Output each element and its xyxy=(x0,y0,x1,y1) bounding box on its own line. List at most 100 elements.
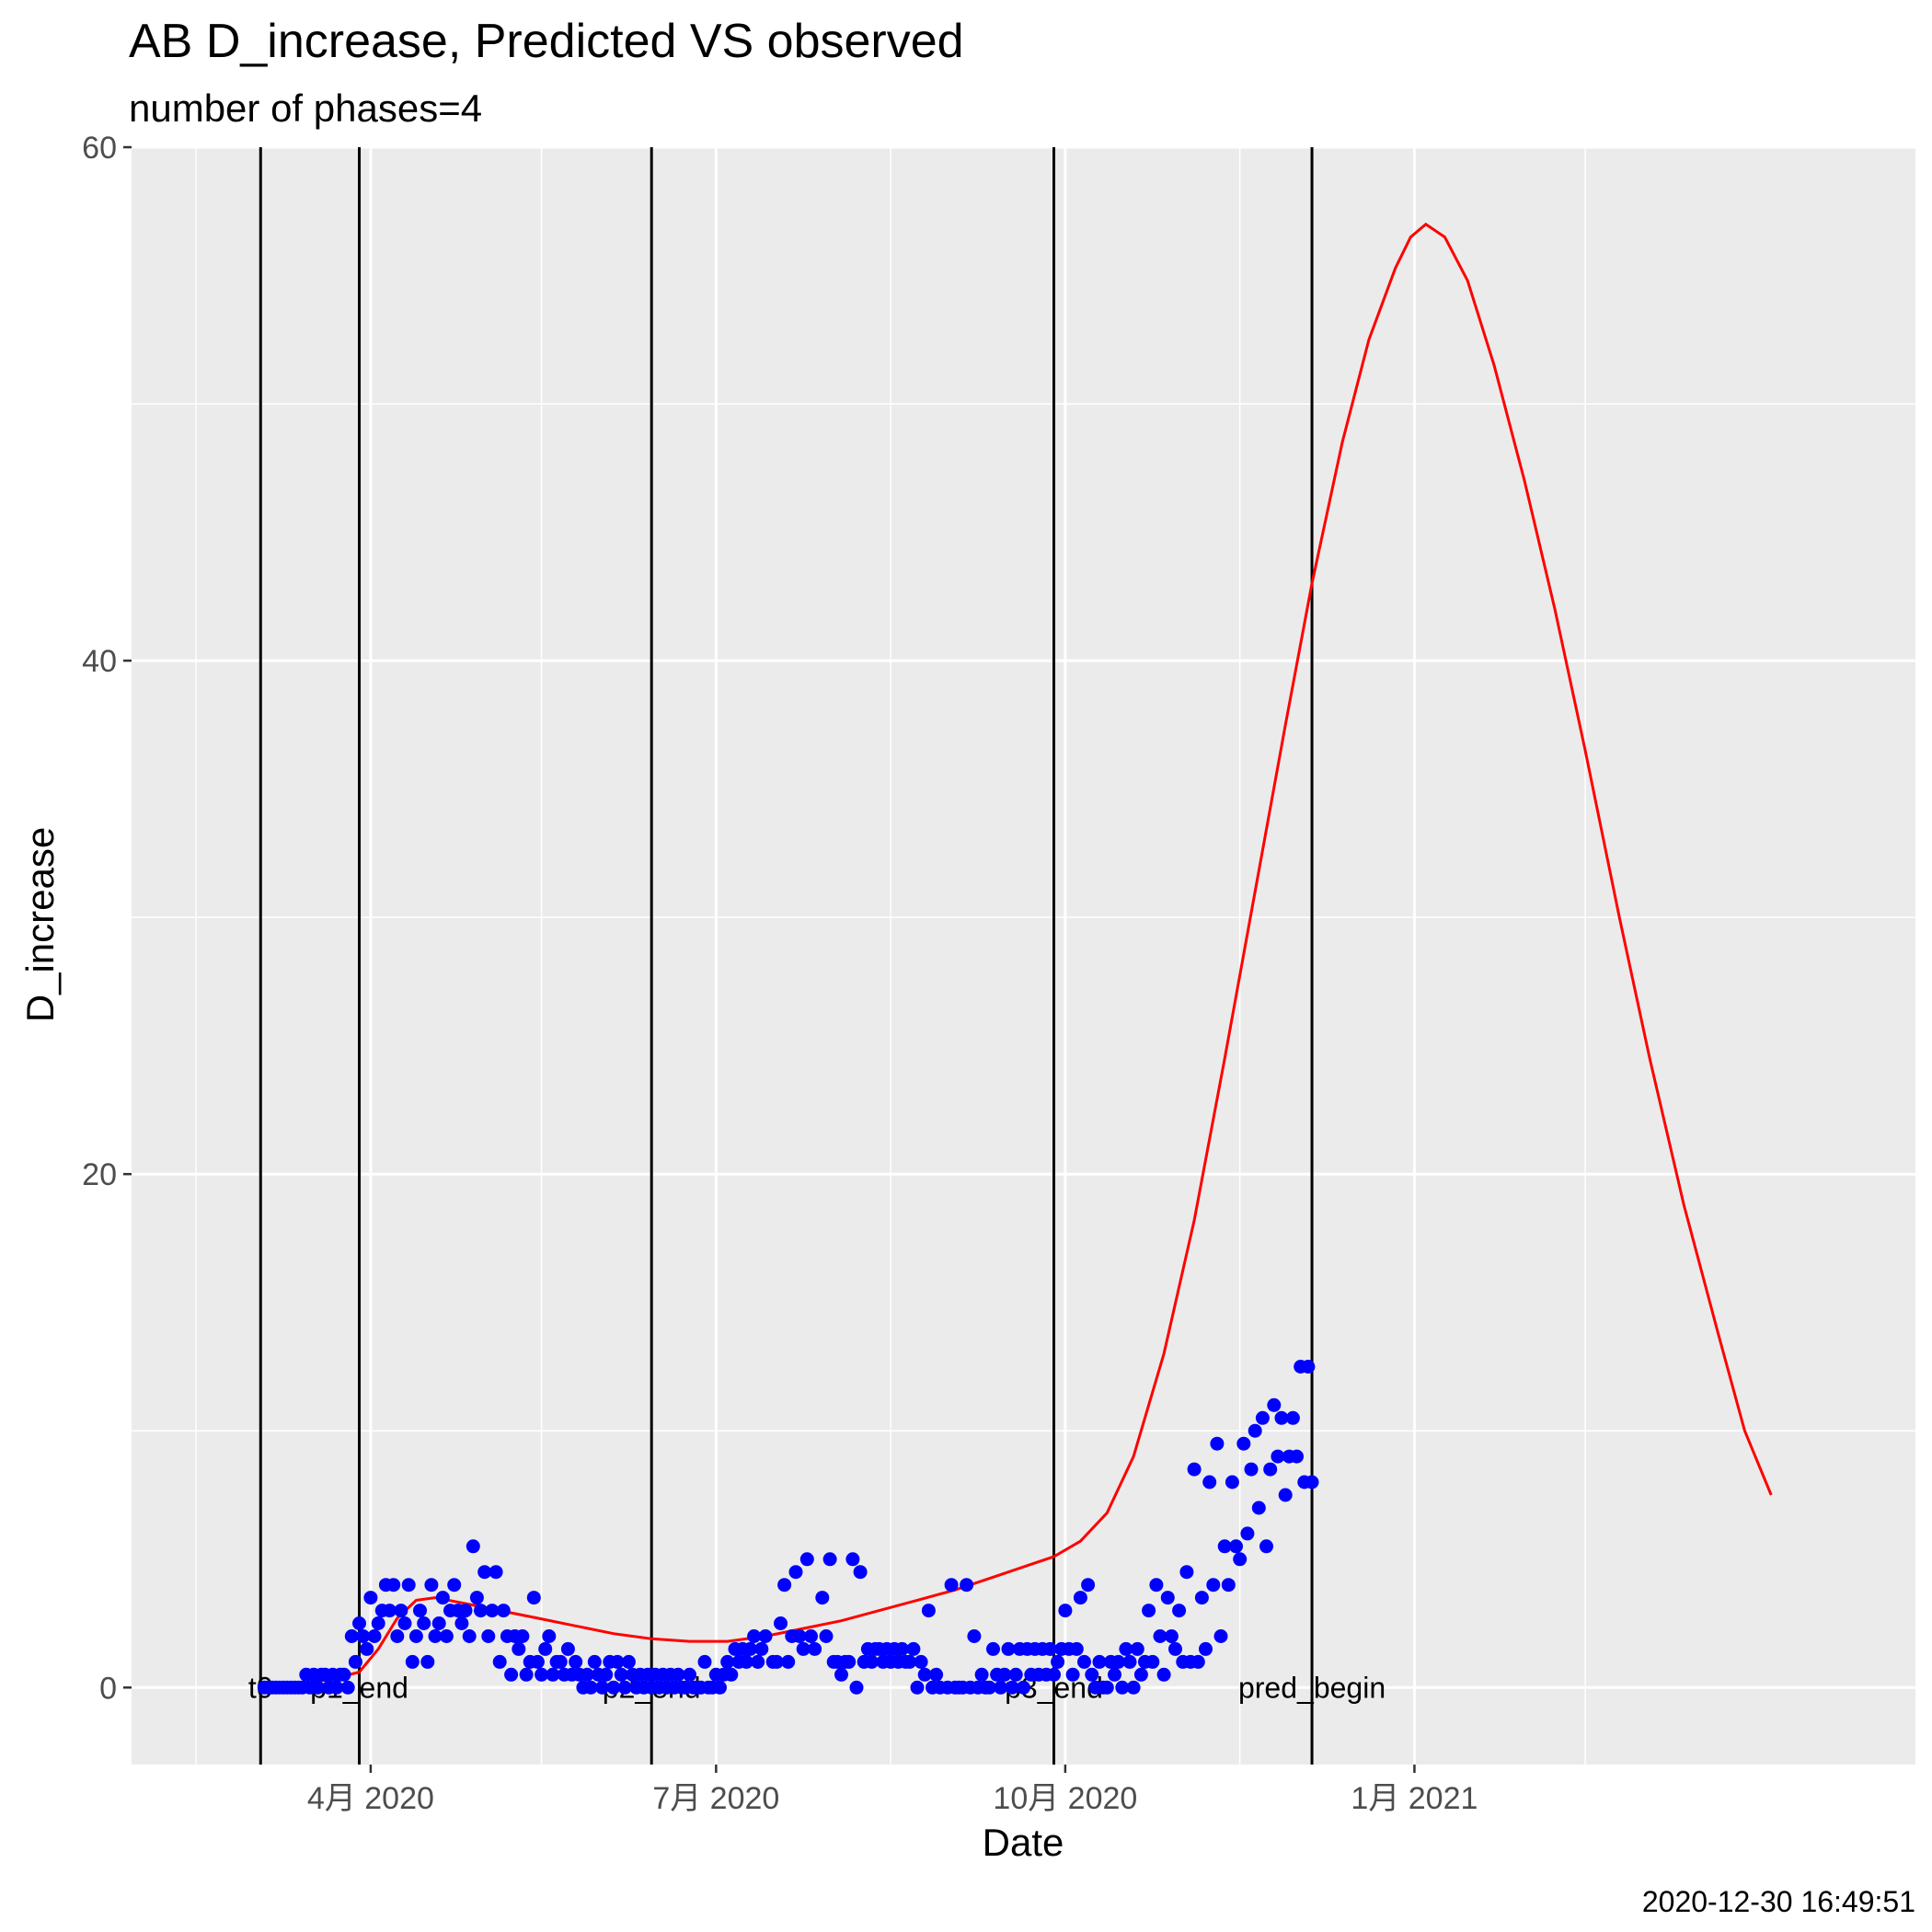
timestamp-caption: 2020-12-30 16:49:51 xyxy=(1642,1885,1915,1918)
observed-point xyxy=(1278,1488,1293,1502)
observed-point xyxy=(1221,1578,1236,1593)
observed-point xyxy=(466,1539,480,1554)
observed-point xyxy=(614,1667,628,1682)
observed-point xyxy=(1130,1641,1144,1656)
observed-point xyxy=(595,1680,610,1695)
observed-point xyxy=(439,1629,454,1643)
observed-point xyxy=(363,1591,378,1605)
observed-point xyxy=(408,1629,423,1643)
observed-point xyxy=(337,1667,351,1682)
observed-point xyxy=(587,1654,602,1669)
observed-point xyxy=(1285,1410,1300,1425)
observed-point xyxy=(774,1616,788,1630)
observed-point xyxy=(1301,1360,1316,1374)
observed-point xyxy=(747,1629,762,1643)
observed-point xyxy=(1164,1629,1179,1643)
observed-point xyxy=(1119,1641,1133,1656)
observed-point xyxy=(474,1604,488,1618)
observed-point xyxy=(417,1616,431,1630)
observed-point xyxy=(751,1654,765,1669)
observed-points xyxy=(257,1360,1319,1695)
observed-point xyxy=(1259,1539,1273,1554)
chart-title: AB D_increase, Predicted VS observed xyxy=(129,15,964,68)
observed-point xyxy=(420,1654,435,1669)
observed-point xyxy=(413,1604,427,1618)
observed-point xyxy=(713,1680,727,1695)
observed-point xyxy=(1206,1578,1221,1593)
observed-point xyxy=(1073,1591,1087,1605)
observed-point xyxy=(917,1667,932,1682)
observed-point xyxy=(929,1667,944,1682)
observed-point xyxy=(1108,1667,1121,1682)
observed-point xyxy=(1187,1462,1202,1477)
phase-label: pred_begin xyxy=(1238,1671,1386,1704)
y-axis-title: D_increase xyxy=(18,827,62,1022)
observed-point xyxy=(1058,1604,1073,1618)
observed-point xyxy=(1126,1680,1141,1695)
observed-point xyxy=(808,1641,822,1656)
observed-point xyxy=(1236,1436,1251,1451)
x-tick-label: 7月 2020 xyxy=(652,1781,779,1816)
y-tick-label: 40 xyxy=(82,644,117,679)
observed-point xyxy=(1255,1410,1270,1425)
observed-point xyxy=(1065,1667,1080,1682)
observed-point xyxy=(804,1629,818,1643)
observed-point xyxy=(1008,1667,1023,1682)
observed-point xyxy=(383,1604,397,1618)
observed-point xyxy=(997,1667,1012,1682)
observed-point xyxy=(1099,1680,1114,1695)
observed-point xyxy=(834,1667,848,1682)
observed-point xyxy=(458,1604,473,1618)
observed-point xyxy=(1225,1475,1239,1489)
observed-point xyxy=(697,1654,712,1669)
observed-point xyxy=(560,1641,575,1656)
observed-point xyxy=(1248,1423,1262,1438)
observed-point xyxy=(799,1552,814,1567)
observed-point xyxy=(1229,1539,1243,1554)
observed-point xyxy=(739,1654,753,1669)
observed-point xyxy=(1042,1641,1057,1656)
observed-point xyxy=(428,1629,443,1643)
observed-point xyxy=(469,1591,484,1605)
observed-point xyxy=(1194,1591,1209,1605)
observed-point xyxy=(583,1680,598,1695)
observed-point xyxy=(462,1629,477,1643)
observed-point xyxy=(1153,1629,1167,1643)
observed-point xyxy=(1271,1449,1285,1464)
observed-point xyxy=(781,1654,796,1669)
observed-point xyxy=(769,1654,784,1669)
observed-point xyxy=(849,1680,864,1695)
observed-point xyxy=(1115,1680,1130,1695)
observed-point xyxy=(994,1680,1008,1695)
observed-point xyxy=(1251,1501,1266,1515)
observed-point xyxy=(367,1629,382,1643)
predicted-line xyxy=(260,222,1773,1689)
observed-point xyxy=(344,1629,359,1643)
observed-point xyxy=(754,1641,769,1656)
observed-point xyxy=(617,1680,632,1695)
observed-point xyxy=(1267,1397,1282,1412)
observed-point xyxy=(1017,1680,1030,1695)
observed-point xyxy=(553,1654,568,1669)
observed-point xyxy=(481,1629,496,1643)
observed-point xyxy=(921,1604,936,1618)
observed-point xyxy=(360,1641,374,1656)
observed-point xyxy=(1172,1604,1187,1618)
observed-point xyxy=(1069,1641,1084,1656)
observed-point xyxy=(1005,1680,1019,1695)
observed-point xyxy=(526,1591,541,1605)
observed-point xyxy=(1145,1654,1160,1669)
observed-point xyxy=(599,1667,614,1682)
observed-point xyxy=(352,1616,366,1630)
observed-point xyxy=(1149,1578,1164,1593)
observed-point xyxy=(530,1654,545,1669)
observed-point xyxy=(1210,1436,1225,1451)
observed-point xyxy=(671,1667,685,1682)
observed-point xyxy=(960,1578,974,1593)
observed-point xyxy=(401,1578,416,1593)
observed-point xyxy=(1244,1462,1259,1477)
observed-point xyxy=(1051,1654,1065,1669)
observed-point xyxy=(569,1654,583,1669)
observed-point xyxy=(914,1654,928,1669)
observed-point xyxy=(720,1654,735,1669)
